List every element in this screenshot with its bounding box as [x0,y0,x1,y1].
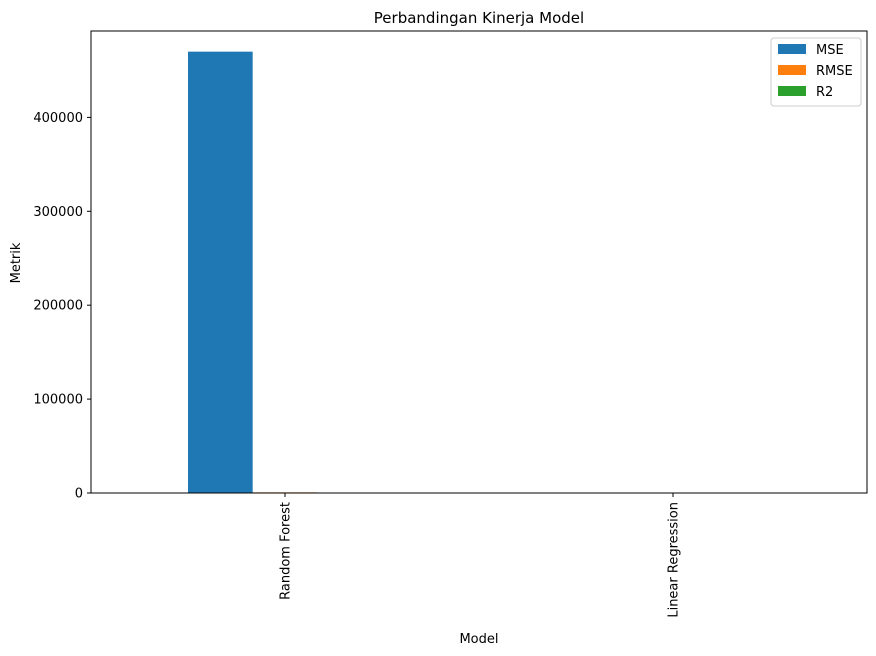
x-axis: Random Forest Linear Regression [279,493,682,618]
legend-label-r2: R2 [816,85,833,100]
legend-label-rmse: RMSE [816,64,853,79]
bar-mse-0 [188,51,253,493]
legend-swatch-r2 [778,86,806,96]
x-tick-label: Linear Regression [667,502,682,618]
legend-swatch-mse [778,44,806,54]
legend-swatch-rmse [778,65,806,75]
x-tick-label: Random Forest [279,502,294,600]
y-axis-label: Metrik [9,242,24,283]
x-axis-label: Model [459,632,498,647]
y-tick-label: 0 [75,487,83,502]
y-axis: 0 100000 200000 300000 400000 [33,111,91,502]
legend: MSE RMSE R2 [770,37,862,107]
bars-layer [188,51,770,493]
y-tick-label: 100000 [33,393,83,408]
plot-frame [90,30,868,494]
y-tick-label: 200000 [33,299,83,314]
y-tick-label: 300000 [33,205,83,220]
legend-label-mse: MSE [816,43,844,58]
chart-title: Perbandingan Kinerja Model [374,9,584,27]
y-tick-label: 400000 [33,111,83,126]
